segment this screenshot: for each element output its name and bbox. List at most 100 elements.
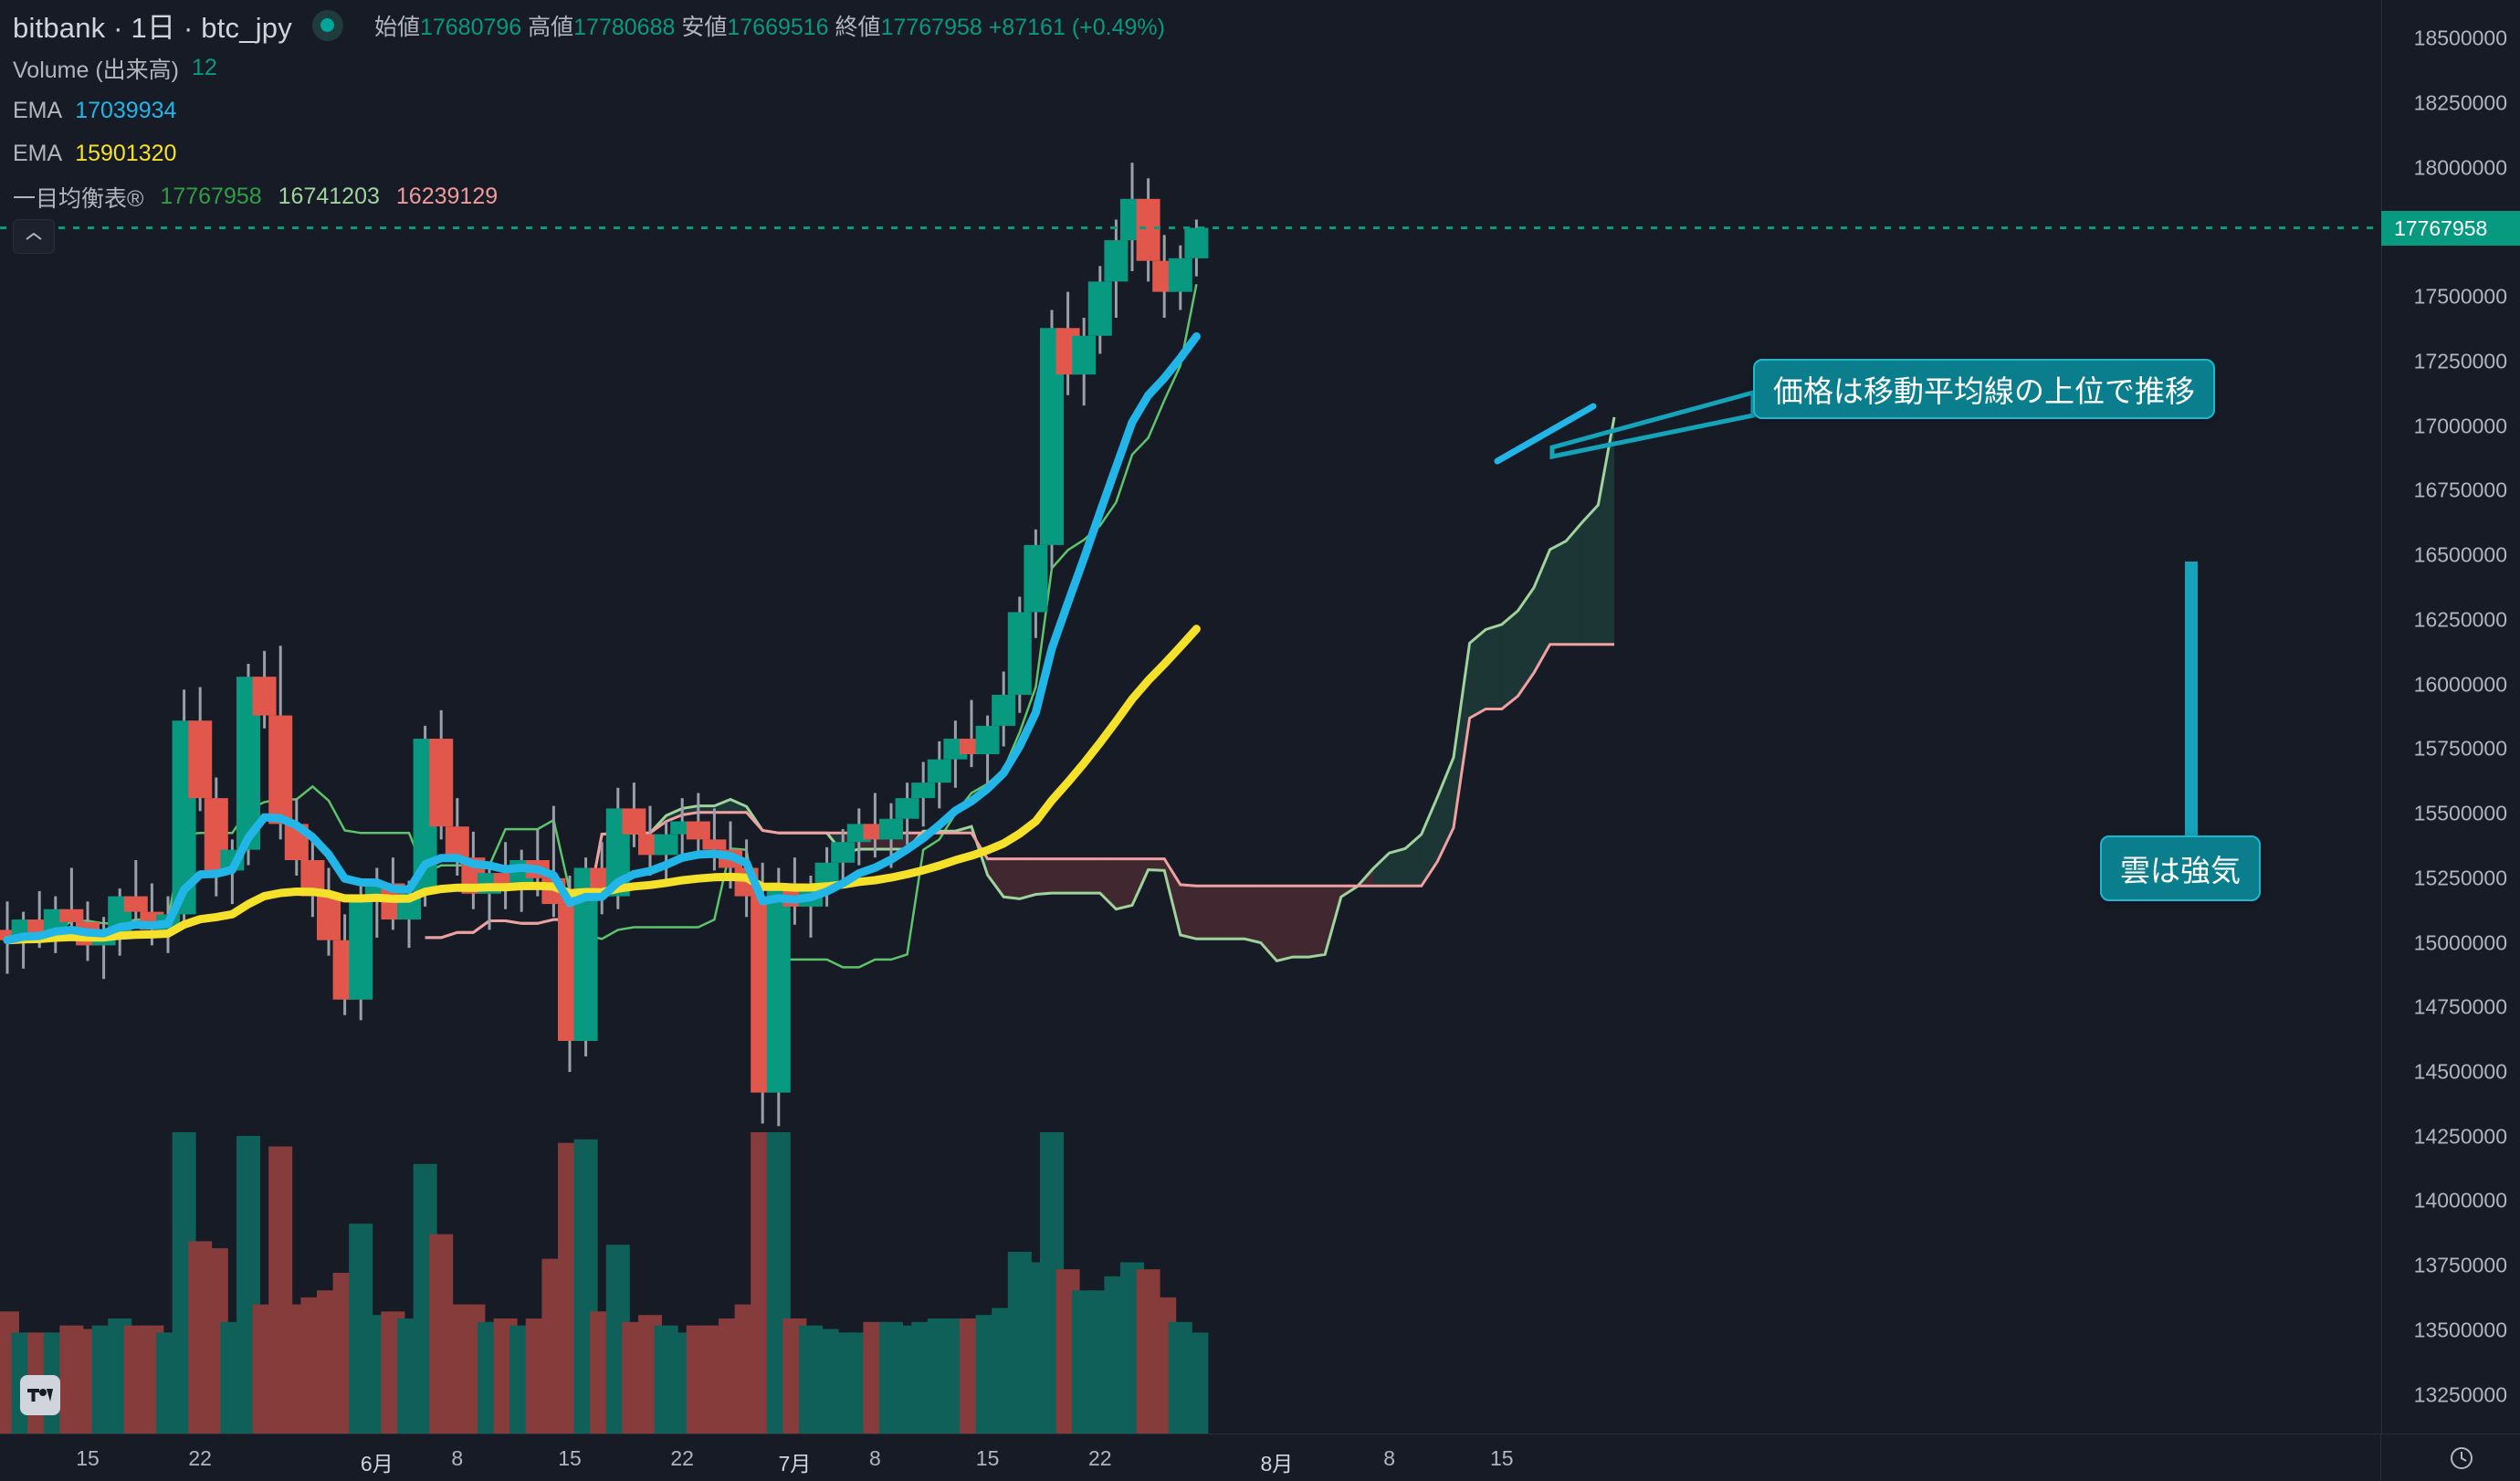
price-tick: 15250000 [2413,866,2507,890]
candle-body [1104,240,1129,282]
clock-glyph [2451,1447,2473,1469]
candle-body [831,842,856,863]
candle-body [686,821,710,840]
annotation-ma-callout[interactable]: 価格は移動平均線の上位で推移 [1753,359,2215,419]
cloud-segment [1549,541,1567,645]
price-scale[interactable]: 17767958 18500000 18250000 18000000 1750000… [2381,0,2520,1434]
candle-body [0,930,19,940]
price-tick: 18500000 [2413,26,2507,50]
time-tick: 8 [451,1446,464,1470]
chevron-up-icon [26,232,42,240]
price-tick: 18250000 [2413,90,2507,115]
price-tick: 16750000 [2413,478,2507,502]
cloud-segment [1308,886,1326,958]
cloud-segment [1180,884,1197,940]
candle-body [911,783,936,799]
candle-body [702,839,727,850]
annotation-cloud-callout[interactable]: 雲は強気 [2100,835,2261,901]
cloud-segment [1581,505,1599,645]
time-tick: 22 [1088,1446,1112,1470]
collapse-legend-button[interactable] [13,219,55,254]
price-tick: 15500000 [2413,801,2507,825]
time-tick: 8 [1383,1446,1395,1470]
clock-icon[interactable] [2447,1444,2476,1473]
cloud-segment [1598,416,1614,645]
candle-body [349,901,373,1000]
chart-plot-area[interactable] [0,0,2381,1434]
price-tick: 17000000 [2413,414,2507,438]
cloud-segment [1469,629,1486,719]
price-tick: 17250000 [2413,349,2507,373]
time-scale-separator [2380,1434,2381,1481]
cloud-segment [987,858,1004,898]
cloud-segment [714,799,730,813]
tradingview-logo-icon[interactable] [20,1375,60,1415]
candle-body [766,883,791,1093]
candle-body [59,909,84,922]
price-tick: 14500000 [2413,1059,2507,1084]
cloud-segment [698,805,715,813]
chart-canvas [0,163,2381,1434]
time-tick: 15 [975,1446,1000,1470]
price-tick: 13500000 [2413,1318,2507,1342]
cloud-segment [1486,624,1502,709]
candle-body [975,725,1000,755]
candle-body [895,798,919,819]
cloud-segment [1084,858,1100,894]
cloud-segment [1421,796,1438,887]
volume-histogram [0,1132,1209,1434]
candle-body [992,694,1016,726]
price-tick: 14000000 [2413,1188,2507,1213]
time-tick: 22 [670,1446,694,1470]
candle-body [1184,227,1209,258]
candle-body [317,896,341,940]
time-tick: 7月 [778,1452,812,1476]
time-tick: 6月 [360,1452,394,1476]
candle-body [188,720,213,799]
price-tick: 13250000 [2413,1382,2507,1407]
candle-body [1136,198,1160,261]
candle-body [445,826,469,858]
cloud-segment [1213,886,1229,940]
circle-dot-icon[interactable] [311,9,343,41]
cloud-segment [1052,858,1068,894]
price-tick: 16250000 [2413,607,2507,632]
candle-body [927,759,951,783]
cloud-segment [1148,858,1165,871]
cloud-segment [1003,858,1020,899]
cloud-segment [1293,886,1309,958]
cloud-segment [1276,886,1293,961]
time-scale[interactable]: 15 22 6月 8 15 22 7月 8 15 22 8月 8 15 [0,1434,2520,1481]
time-tick: 15 [558,1446,582,1470]
candle-body [622,808,646,835]
tv-glyph [27,1389,53,1402]
ichimoku-cloud [441,416,1614,961]
time-tick: 8月 [1260,1452,1294,1476]
cloud-segment [1405,834,1422,887]
candle-body [654,834,678,856]
ema-fast-line [3,331,1201,945]
price-tick: 17500000 [2413,284,2507,309]
time-tick: 8 [868,1446,881,1470]
cloud-segment [1454,643,1470,828]
cloud-segment [1116,858,1132,909]
cloud-segment [1035,858,1052,895]
candle-body [1024,544,1048,613]
time-tick: 15 [76,1446,100,1470]
volume-bar [1184,1332,1209,1434]
candle-body [1072,335,1097,375]
candle-body [252,677,277,716]
candlestick-series [0,163,1209,1127]
cloud-segment [1067,858,1085,894]
ma-callout-leader [1549,389,1756,460]
candle-body [879,818,903,840]
cloud-segment [1501,611,1518,709]
ma-callout-pointer [1494,403,1597,465]
candle-body [1087,281,1112,336]
price-tick: 16000000 [2413,672,2507,697]
cloud-segment [1244,886,1261,943]
candle-body [123,896,148,912]
candle-body [268,715,293,825]
price-tick: 15000000 [2413,930,2507,955]
